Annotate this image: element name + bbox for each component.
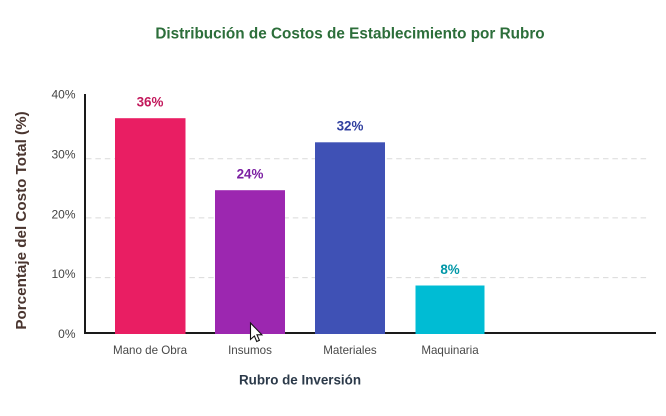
svg-text:0%: 0% (58, 327, 76, 341)
svg-text:Distribución de Costos de Esta: Distribución de Costos de Establecimient… (155, 26, 544, 43)
svg-text:10%: 10% (51, 267, 75, 281)
svg-text:32%: 32% (337, 118, 364, 133)
svg-text:30%: 30% (51, 148, 75, 162)
svg-text:24%: 24% (237, 166, 264, 181)
svg-text:Mano de Obra: Mano de Obra (113, 344, 188, 357)
svg-text:Insumos: Insumos (228, 344, 272, 357)
svg-text:Rubro de Inversión: Rubro de Inversión (239, 373, 361, 388)
svg-text:40%: 40% (51, 88, 75, 102)
svg-text:36%: 36% (137, 94, 164, 109)
svg-text:8%: 8% (440, 262, 459, 277)
svg-text:Maquinaria: Maquinaria (421, 344, 479, 357)
svg-text:Porcentaje del Costo Total (%): Porcentaje del Costo Total (%) (13, 111, 30, 329)
svg-text:Materiales: Materiales (323, 344, 377, 357)
svg-text:20%: 20% (51, 207, 75, 221)
